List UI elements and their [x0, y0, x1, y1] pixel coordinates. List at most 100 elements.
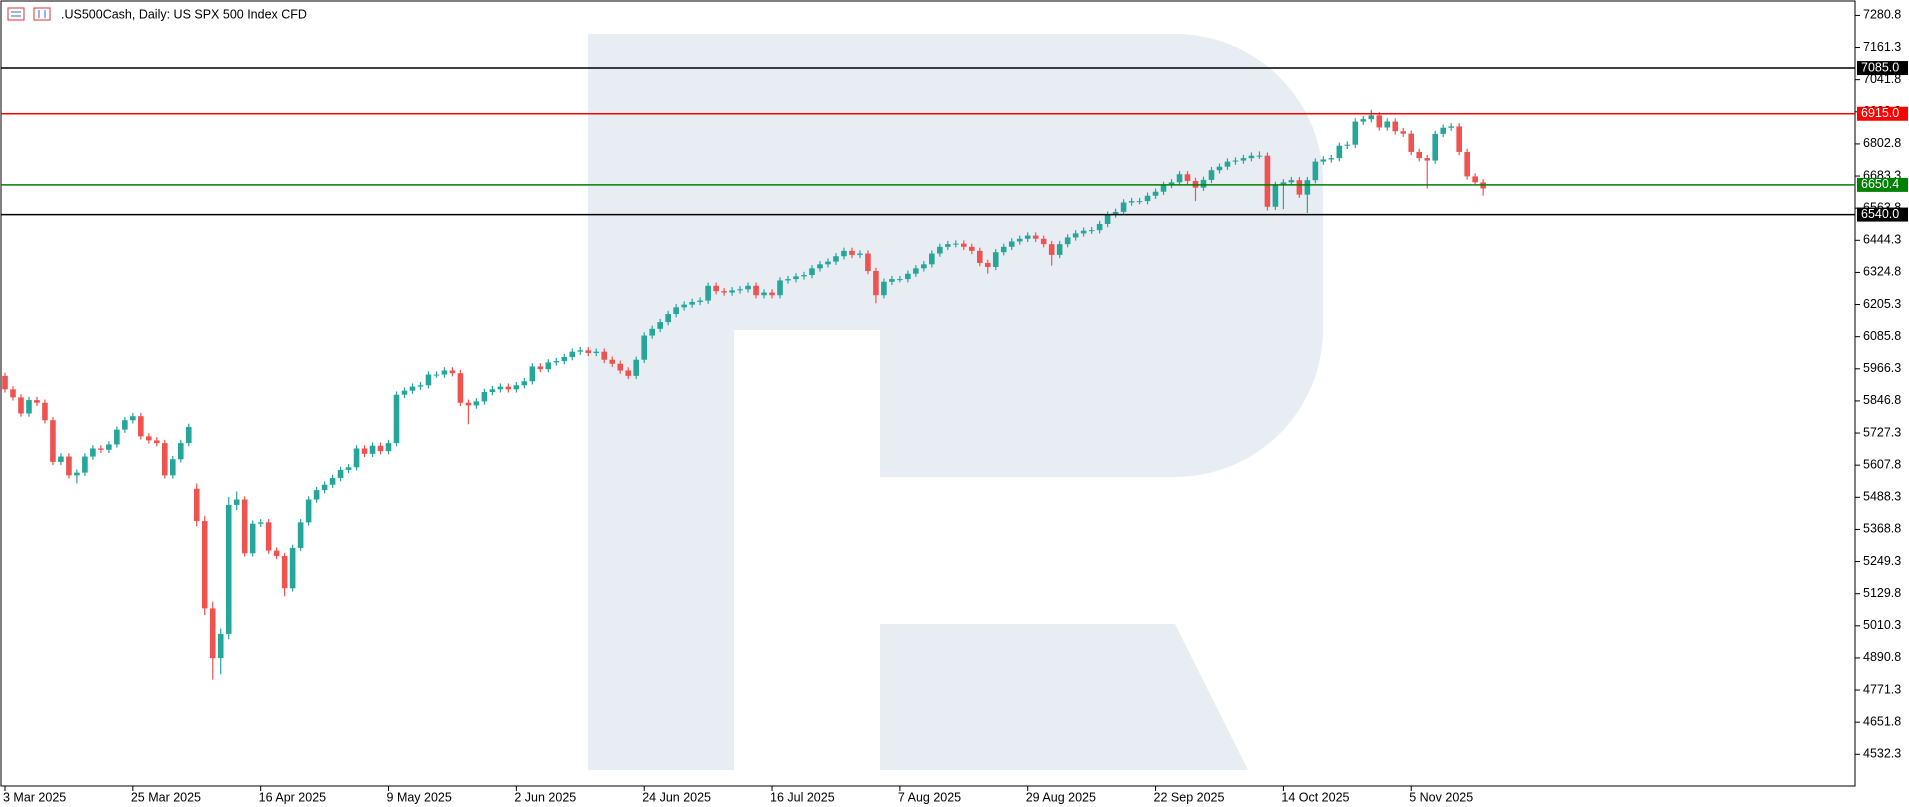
- candle-body: [1144, 195, 1151, 202]
- candle-body: [1008, 241, 1015, 247]
- candle-body: [1216, 166, 1223, 171]
- icon: [33, 7, 51, 21]
- candle-body: [601, 351, 608, 360]
- y-tick-label: 6205.3: [1863, 297, 1901, 311]
- candle-body: [289, 547, 296, 589]
- candle-body: [273, 550, 280, 556]
- candle-body: [825, 261, 831, 265]
- candle-body: [889, 279, 895, 282]
- y-tick-label: 6324.8: [1863, 265, 1901, 279]
- candle-body: [409, 386, 416, 391]
- candle-body: [1120, 202, 1127, 212]
- candle-body: [1064, 237, 1071, 245]
- candle-body: [984, 262, 991, 267]
- y-tick-label: 4771.3: [1863, 682, 1901, 696]
- candle-body: [1072, 233, 1079, 238]
- candle-body: [50, 420, 56, 462]
- candle-body: [609, 359, 616, 364]
- candle-body: [833, 256, 839, 262]
- x-tick-label: 3 Mar 2025: [3, 790, 66, 804]
- candle-body: [649, 328, 655, 336]
- candle-body: [185, 426, 192, 444]
- y-tick-label: 5727.3: [1863, 425, 1901, 439]
- candle-body: [465, 402, 472, 406]
- candle-body: [1032, 235, 1039, 239]
- y-tick-label: 5846.8: [1863, 393, 1901, 407]
- candle-body: [321, 484, 328, 491]
- candle-body: [1104, 214, 1111, 224]
- candle-body: [625, 370, 632, 376]
- y-tick-label: 4532.3: [1863, 747, 1901, 761]
- candle-body: [169, 459, 176, 476]
- candle-body: [585, 350, 592, 354]
- candle-body: [305, 499, 312, 523]
- y-tick-label: 6802.8: [1863, 136, 1901, 150]
- candle-body: [1472, 176, 1478, 183]
- candle-body: [697, 300, 703, 302]
- candle-body: [561, 357, 568, 362]
- candle-body: [793, 276, 799, 280]
- candle-body: [329, 478, 336, 485]
- y-tick-label: 5607.8: [1863, 457, 1901, 471]
- candle-body: [146, 436, 152, 441]
- candle-body: [761, 292, 767, 296]
- candle-body: [34, 400, 40, 403]
- candle-body: [673, 307, 679, 315]
- candle-body: [849, 250, 855, 255]
- candle-body: [505, 386, 512, 390]
- candle-body: [665, 314, 671, 323]
- y-tick-label: 7280.8: [1863, 8, 1901, 22]
- candle-body: [729, 290, 735, 293]
- candle-body: [26, 400, 32, 414]
- chart-title: .US500Cash, Daily: US SPX 500 Index CFD: [61, 7, 307, 21]
- watermark-logo: [588, 34, 1323, 770]
- candle-body: [769, 292, 775, 296]
- candle-body: [297, 522, 304, 548]
- candle-body: [1224, 161, 1231, 167]
- candle-body: [1240, 158, 1247, 161]
- candle-body: [865, 253, 871, 272]
- candle-body: [98, 448, 104, 450]
- x-tick-label: 24 Jun 2025: [642, 790, 711, 804]
- candle-body: [873, 271, 879, 296]
- candle-body: [193, 488, 200, 522]
- candle-body: [513, 385, 520, 390]
- candle-body: [154, 440, 160, 444]
- candle-body: [809, 268, 815, 276]
- candle-body: [1168, 182, 1175, 185]
- y-tick-label: 5966.3: [1863, 361, 1901, 375]
- candle-body: [1288, 180, 1295, 183]
- candle-body: [114, 429, 120, 445]
- candle-body: [201, 521, 208, 609]
- candle-body: [209, 608, 216, 659]
- candle-body: [281, 555, 288, 589]
- candle-body: [377, 445, 384, 452]
- candle-body: [1424, 158, 1431, 161]
- candle-body: [2, 375, 8, 390]
- candle-body: [1024, 235, 1031, 239]
- candle-body: [777, 280, 783, 296]
- icon: [7, 7, 25, 21]
- candle-body: [681, 304, 687, 308]
- level-label-box: [1857, 106, 1908, 121]
- candle-body: [441, 370, 448, 375]
- candle-body: [937, 246, 943, 254]
- candle-body: [633, 359, 640, 376]
- candle-body: [953, 243, 959, 245]
- candle-body: [929, 253, 935, 265]
- candle-body: [913, 268, 919, 274]
- candle-body: [1368, 115, 1375, 120]
- candle-body: [106, 444, 112, 450]
- candle-body: [369, 445, 376, 454]
- x-tick-label: 25 Mar 2025: [131, 790, 201, 804]
- candle-body: [721, 291, 727, 293]
- candle-body: [249, 523, 256, 554]
- candle-body: [417, 385, 424, 387]
- candle-body: [737, 289, 743, 291]
- candle-body: [1056, 244, 1063, 255]
- candle-body: [689, 301, 695, 305]
- candle-body: [1176, 174, 1183, 183]
- y-tick-label: 4890.8: [1863, 650, 1901, 664]
- y-tick-label: 6444.3: [1863, 233, 1901, 247]
- x-tick-label: 29 Aug 2025: [1026, 790, 1096, 804]
